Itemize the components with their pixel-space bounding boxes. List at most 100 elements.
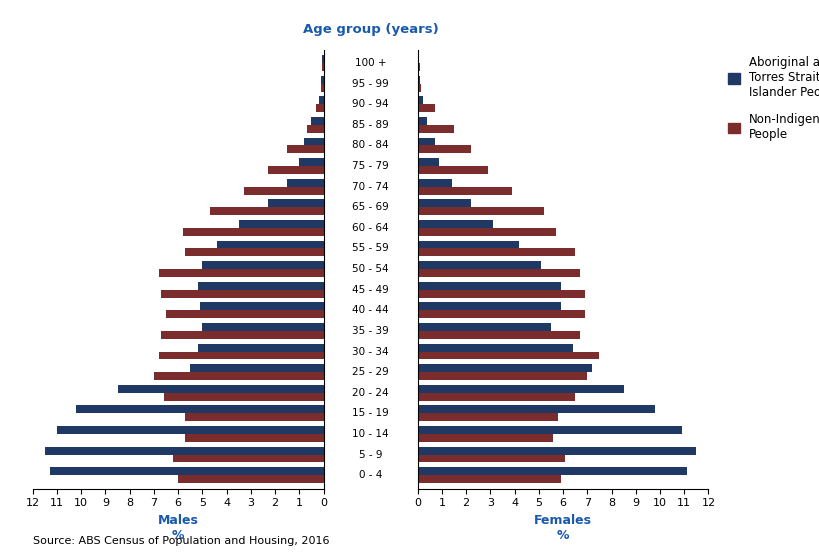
- Text: 40 - 44: 40 - 44: [352, 305, 389, 315]
- Bar: [418, 372, 587, 380]
- Bar: [418, 385, 623, 392]
- Text: 50 - 54: 50 - 54: [352, 264, 389, 274]
- Bar: [311, 117, 324, 125]
- Bar: [418, 426, 681, 434]
- Bar: [159, 269, 324, 277]
- Bar: [159, 352, 324, 359]
- Bar: [418, 199, 471, 208]
- Text: 30 - 34: 30 - 34: [352, 347, 389, 357]
- Bar: [418, 84, 421, 92]
- Bar: [418, 187, 512, 194]
- Bar: [306, 125, 324, 132]
- Bar: [197, 344, 324, 352]
- Bar: [243, 187, 324, 194]
- Bar: [287, 146, 324, 153]
- Bar: [238, 220, 324, 228]
- Bar: [202, 261, 324, 269]
- Text: 85 - 89: 85 - 89: [352, 120, 389, 130]
- Bar: [323, 63, 324, 71]
- Bar: [418, 406, 655, 413]
- Bar: [418, 434, 554, 442]
- Bar: [418, 104, 435, 112]
- Bar: [179, 475, 324, 483]
- Bar: [304, 137, 324, 146]
- Bar: [418, 447, 696, 454]
- Bar: [50, 468, 324, 475]
- Bar: [418, 290, 585, 298]
- Text: 5 - 9: 5 - 9: [359, 449, 382, 459]
- Bar: [161, 331, 324, 339]
- Bar: [418, 158, 440, 166]
- Bar: [418, 302, 561, 310]
- Text: 60 - 64: 60 - 64: [352, 223, 389, 233]
- Bar: [418, 364, 592, 372]
- Text: 80 - 84: 80 - 84: [352, 140, 389, 151]
- Bar: [200, 302, 324, 310]
- Bar: [154, 372, 324, 380]
- Text: 20 - 24: 20 - 24: [352, 388, 389, 398]
- Bar: [418, 137, 435, 146]
- Bar: [418, 179, 451, 187]
- Text: Age group (years): Age group (years): [303, 23, 438, 36]
- Bar: [185, 248, 324, 256]
- Bar: [166, 310, 324, 318]
- Text: 90 - 94: 90 - 94: [352, 99, 389, 109]
- Bar: [418, 146, 471, 153]
- Text: 45 - 49: 45 - 49: [352, 285, 389, 295]
- Bar: [118, 385, 324, 392]
- Bar: [217, 241, 324, 248]
- Bar: [418, 76, 420, 84]
- Legend: Aboriginal and
Torres Strait
Islander People, Non-Indigenous
People: Aboriginal and Torres Strait Islander Pe…: [723, 51, 819, 146]
- Bar: [164, 392, 324, 401]
- Text: 35 - 39: 35 - 39: [352, 326, 389, 336]
- Bar: [316, 104, 324, 112]
- Text: 0 - 4: 0 - 4: [359, 470, 382, 480]
- Bar: [418, 344, 572, 352]
- Text: 25 - 29: 25 - 29: [352, 367, 389, 377]
- Bar: [418, 97, 423, 104]
- Bar: [319, 97, 324, 104]
- Bar: [185, 434, 324, 442]
- Bar: [418, 352, 600, 359]
- Bar: [45, 447, 324, 454]
- Bar: [418, 228, 556, 236]
- Bar: [418, 282, 561, 290]
- Bar: [268, 166, 324, 174]
- Text: 65 - 69: 65 - 69: [352, 202, 389, 213]
- Bar: [76, 406, 324, 413]
- Bar: [418, 454, 565, 463]
- Bar: [418, 208, 544, 215]
- Text: 70 - 74: 70 - 74: [352, 182, 389, 192]
- Text: 55 - 59: 55 - 59: [352, 243, 389, 253]
- Text: 95 - 99: 95 - 99: [352, 79, 389, 89]
- Bar: [161, 290, 324, 298]
- Bar: [418, 468, 686, 475]
- Bar: [57, 426, 324, 434]
- Bar: [183, 228, 324, 236]
- Bar: [418, 392, 575, 401]
- Bar: [418, 475, 561, 483]
- X-axis label: Males
%: Males %: [158, 514, 198, 542]
- Bar: [210, 208, 324, 215]
- Bar: [321, 76, 324, 84]
- Bar: [418, 413, 559, 421]
- Bar: [418, 248, 575, 256]
- X-axis label: Females
%: Females %: [534, 514, 592, 542]
- Bar: [418, 125, 454, 132]
- Bar: [418, 117, 428, 125]
- Bar: [323, 55, 324, 63]
- Text: 15 - 19: 15 - 19: [352, 408, 389, 418]
- Text: 10 - 14: 10 - 14: [352, 429, 389, 439]
- Bar: [197, 282, 324, 290]
- Bar: [287, 179, 324, 187]
- Bar: [418, 241, 519, 248]
- Bar: [185, 413, 324, 421]
- Bar: [418, 63, 420, 71]
- Bar: [418, 220, 493, 228]
- Bar: [299, 158, 324, 166]
- Bar: [174, 454, 324, 463]
- Bar: [321, 84, 324, 92]
- Text: 100 +: 100 +: [355, 58, 387, 68]
- Text: Source: ABS Census of Population and Housing, 2016: Source: ABS Census of Population and Hou…: [33, 537, 329, 546]
- Bar: [418, 269, 580, 277]
